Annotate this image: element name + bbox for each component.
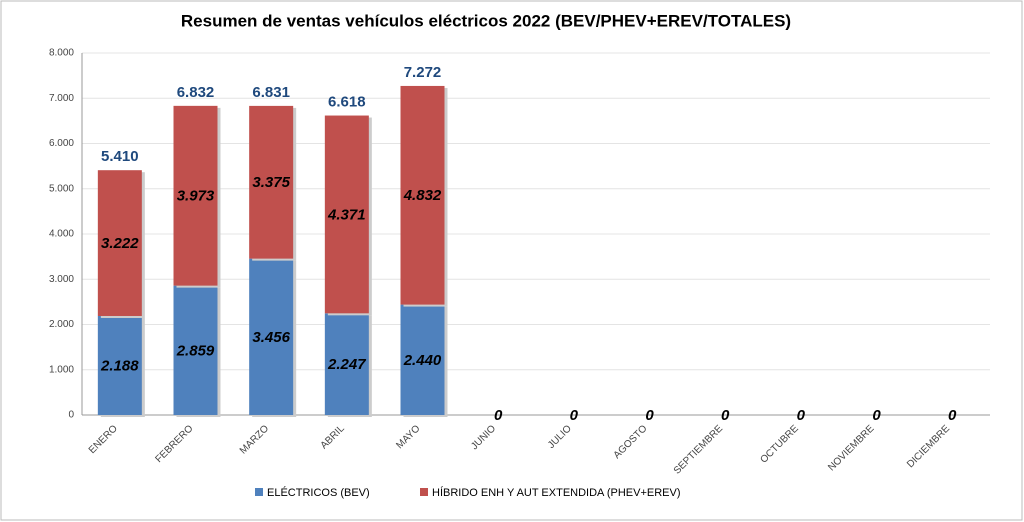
value-label: 2.188 [100,357,139,374]
y-tick-label: 7.000 [49,93,74,104]
total-label: 6.831 [252,84,290,101]
value-label: 4.832 [403,187,442,204]
value-label: 0 [948,407,957,424]
value-label: 3.375 [252,174,290,191]
y-tick-label: 5.000 [49,183,74,194]
value-label: 4.371 [327,206,366,223]
y-tick-label: 0 [68,410,74,421]
y-tick-label: 2.000 [49,319,74,330]
bar-segment [173,105,218,286]
legend-swatch [255,488,263,496]
y-tick-label: 6.000 [49,138,74,149]
bar-segment [249,258,294,415]
value-label: 0 [797,407,806,424]
bar-segment [324,313,369,415]
value-label: 0 [872,407,881,424]
bar-segment [400,85,445,305]
bar-segment [173,285,218,415]
total-label: 6.618 [328,94,366,111]
chart-title: Resumen de ventas vehículos eléctricos 2… [181,11,791,30]
value-label: 2.440 [403,352,442,369]
value-label: 0 [570,407,579,424]
bar-segment [249,105,294,259]
y-tick-label: 4.000 [49,229,74,240]
value-label: 0 [721,407,730,424]
total-label: 7.272 [404,64,442,81]
value-label: 2.247 [327,356,366,373]
legend-label: HÍBRIDO ENH Y AUT EXTENDIDA (PHEV+EREV) [432,486,680,499]
bar-segment [400,304,445,415]
bar-segment [97,315,142,415]
total-label: 5.410 [101,148,139,165]
total-label: 6.832 [177,84,215,101]
bar-segment [97,170,142,316]
legend-swatch [420,488,428,496]
bar-segment [324,115,369,314]
y-tick-label: 8.000 [49,48,74,59]
value-label: 3.222 [101,235,139,252]
value-label: 3.456 [252,329,290,346]
value-label: 3.973 [177,188,215,205]
value-label: 2.859 [176,342,215,359]
y-tick-label: 1.000 [49,364,74,375]
y-tick-label: 3.000 [49,274,74,285]
legend-label: ELÉCTRICOS (BEV) [267,486,370,499]
value-label: 0 [645,407,654,424]
value-label: 0 [494,407,503,424]
